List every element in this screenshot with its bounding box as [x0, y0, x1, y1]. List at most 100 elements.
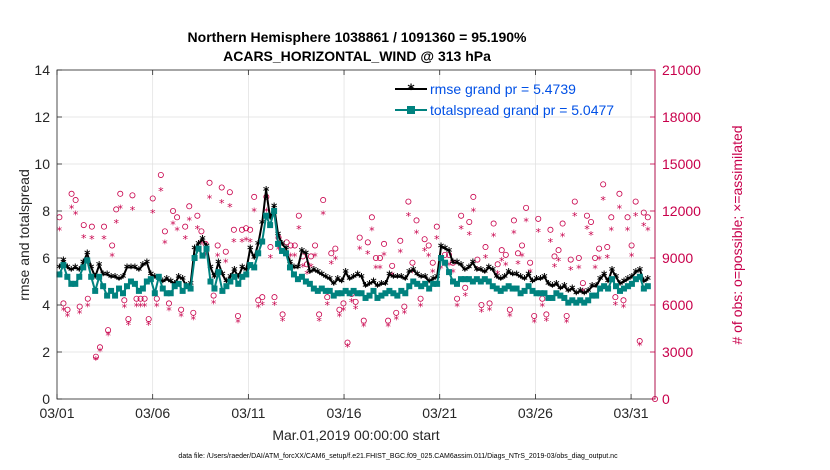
- rmse-point: *: [239, 261, 246, 275]
- obs-assimilated-marker: *: [255, 302, 261, 315]
- obs-possible-marker: [141, 295, 148, 302]
- totalspread-point: [561, 294, 568, 301]
- totalspread-point: [155, 273, 162, 280]
- totalspread-point: [469, 278, 476, 285]
- obs-assimilated-marker: *: [211, 297, 217, 310]
- rmse-point: *: [263, 184, 270, 198]
- obs-assimilated-marker: *: [341, 305, 347, 318]
- obs-possible-marker: [149, 195, 156, 202]
- totalspread-point: [330, 292, 337, 299]
- totalspread-point: [442, 259, 449, 266]
- totalspread-point: [616, 287, 623, 294]
- totalspread-point: [239, 273, 246, 280]
- obs-assimilated-marker: *: [536, 226, 542, 239]
- obs-assimilated-marker: *: [105, 329, 111, 342]
- obs-assimilated-marker: *: [118, 203, 124, 216]
- obs-assimilated-marker: *: [337, 310, 343, 323]
- obs-possible-marker: [190, 309, 197, 316]
- obs-possible-marker: [234, 312, 241, 319]
- totalspread-point: [624, 283, 631, 290]
- obs-possible-marker: [214, 242, 221, 249]
- obs-assimilated-marker: *: [260, 299, 266, 312]
- obs-possible-marker: [320, 197, 327, 204]
- obs-possible-marker: [588, 218, 595, 225]
- totalspread-point: [231, 273, 238, 280]
- totalspread-point: [450, 278, 457, 285]
- rmse-point: *: [164, 273, 171, 287]
- obs-possible-marker: [425, 242, 432, 249]
- totalspread-point: [326, 287, 333, 294]
- totalspread-point: [465, 276, 472, 283]
- obs-assimilated-marker: *: [243, 235, 249, 248]
- rmse-point: *: [235, 271, 242, 285]
- totalspread-point: [199, 252, 206, 259]
- rmse-point: *: [502, 271, 509, 285]
- obs-possible-marker: [385, 317, 392, 324]
- rmse-point: *: [307, 266, 314, 280]
- obs-possible-marker: [76, 303, 83, 310]
- obs-assimilated-marker: *: [280, 315, 286, 328]
- rmse-point: *: [144, 257, 151, 271]
- rmse-point: *: [279, 238, 286, 252]
- obs-assimilated-marker: *: [422, 245, 428, 258]
- rmse-point: *: [227, 271, 234, 285]
- obs-assimilated-marker: *: [69, 203, 75, 216]
- obs-assimilated-marker: *: [89, 233, 95, 246]
- totalspread-point: [92, 287, 99, 294]
- obs-assimilated-marker: *: [187, 214, 193, 227]
- chart-title-line2: ACARS_HORIZONTAL_WIND @ 313 hPa: [223, 48, 491, 64]
- obs-possible-marker: [478, 301, 485, 308]
- obs-possible-marker: [575, 254, 582, 261]
- totalspread-point: [298, 273, 305, 280]
- obs-assimilated-marker: *: [479, 306, 485, 319]
- obs-assimilated-marker: *: [629, 251, 635, 264]
- rmse-point: *: [92, 271, 99, 285]
- rmse-point: *: [613, 271, 620, 285]
- obs-possible-marker: [519, 242, 526, 249]
- obs-assimilated-marker: *: [604, 252, 610, 265]
- rmse-point: *: [549, 280, 556, 294]
- legend: * rmse grand pr = 5.4739 totalspread gra…: [395, 81, 614, 118]
- legend-spread-marker: [407, 106, 415, 114]
- obs-assimilated-marker: *: [572, 210, 578, 223]
- obs-possible-marker: [498, 247, 505, 254]
- rmse-point: *: [295, 261, 302, 275]
- obs-possible-marker: [413, 217, 420, 224]
- totalspread-point: [509, 285, 516, 292]
- obs-assimilated-marker: *: [393, 313, 399, 326]
- obs-possible-marker: [640, 209, 647, 216]
- obs-possible-marker: [186, 203, 193, 210]
- rmse-point: *: [414, 268, 421, 282]
- rmse-point: *: [402, 273, 409, 287]
- rmse-point: *: [625, 273, 632, 287]
- totalspread-point: [123, 283, 130, 290]
- totalspread-point: [267, 222, 274, 229]
- obs-assimilated-marker: *: [304, 268, 310, 281]
- rmse-point: *: [132, 261, 139, 275]
- obs-assimilated-marker: *: [316, 315, 322, 328]
- obs-possible-marker: [551, 253, 558, 260]
- obs-assimilated-marker: *: [495, 268, 501, 281]
- totalspread-point: [80, 264, 87, 271]
- rmse-point: *: [386, 268, 393, 282]
- totalspread-point: [533, 290, 540, 297]
- rmse-point: *: [446, 245, 453, 259]
- totalspread-point: [96, 273, 103, 280]
- rmse-point: *: [366, 278, 373, 292]
- obs-possible-marker: [101, 223, 108, 230]
- obs-possible-marker: [255, 297, 262, 304]
- obs-assimilated-marker: *: [410, 267, 416, 280]
- rmse-point: *: [283, 243, 290, 257]
- totalspread-point: [56, 271, 63, 278]
- totalspread-point: [88, 273, 95, 280]
- obs-possible-marker: [271, 294, 278, 301]
- y-right-tick-label: 18000: [662, 109, 701, 125]
- rmse-point: *: [195, 238, 202, 252]
- rmse-point: *: [394, 271, 401, 285]
- obs-assimilated-marker: *: [158, 185, 164, 198]
- obs-assimilated-marker: *: [296, 223, 302, 236]
- rmse-point: *: [589, 280, 596, 294]
- obs-assimilated-marker: *: [251, 206, 257, 219]
- obs-assimilated-marker: *: [438, 262, 444, 275]
- obs-possible-marker: [596, 245, 603, 252]
